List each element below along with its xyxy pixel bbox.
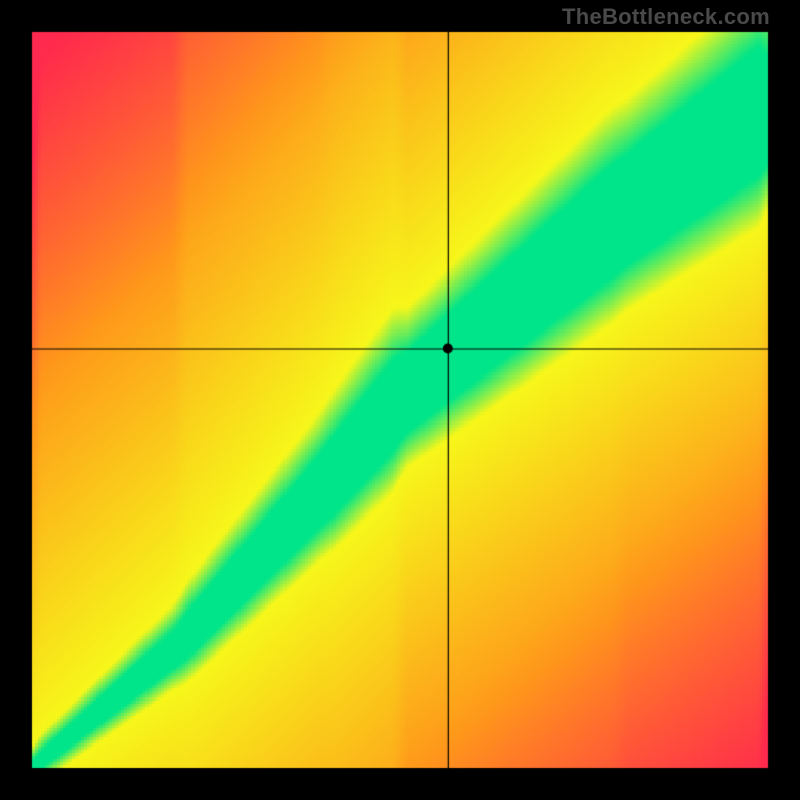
bottleneck-heatmap-canvas xyxy=(0,0,800,800)
watermark-text: TheBottleneck.com xyxy=(562,4,770,30)
chart-container: TheBottleneck.com xyxy=(0,0,800,800)
